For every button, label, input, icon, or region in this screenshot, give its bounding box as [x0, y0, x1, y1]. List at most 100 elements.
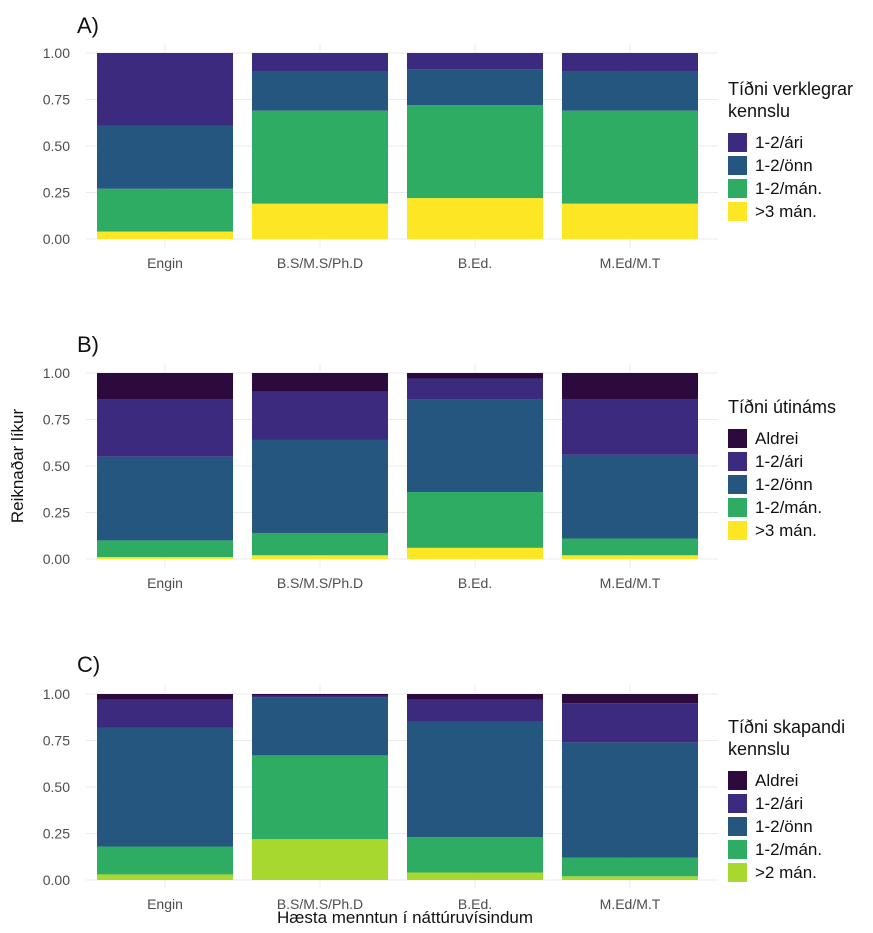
legend-label: >2 mán. [755, 863, 817, 882]
bar-segment: B.S/M.S/Ph.D – >3 mán.: 0.19 [252, 203, 388, 239]
bar-segment: B.Ed. – >3 mán.: 0.06 [407, 547, 543, 559]
bar-segment: Engin – 1-2/mán.: 0.23 [97, 188, 233, 232]
legend-swatch [728, 771, 747, 790]
y-tick-label: 0.50 [43, 458, 70, 474]
y-tick-label: 0.75 [43, 92, 70, 108]
legend-title: kennslu [728, 101, 790, 121]
bar-segment: B.Ed. – 1-2/ári: 0.11 [407, 378, 543, 400]
bar-segment: M.Ed/M.T – 1-2/mán.: 0.5 [562, 110, 698, 204]
legend-swatch [728, 429, 747, 448]
chart-panel: C) 0.00 0.25 0.50 0.75 1.00 Engin – >2 mán.: 0… [43, 652, 845, 912]
bar-segment: B.S/M.S/Ph.D – 1-2/ári: 0.26 [252, 391, 388, 440]
bar-segment: B.Ed. – 1-2/ári: 0.12 [407, 699, 543, 722]
bar-segment: B.Ed. – Aldrei: 0.03 [407, 694, 543, 700]
legend-label: 1-2/önn [755, 817, 813, 836]
legend-swatch [728, 133, 747, 152]
legend-swatch [728, 475, 747, 494]
bar-segment: B.S/M.S/Ph.D – 1-2/önn: 0.31 [252, 697, 388, 756]
legend-label: 1-2/önn [755, 156, 813, 175]
chart-panel: B) 0.00 0.25 0.50 0.75 1.00 Engin – >3 mán.: 0… [43, 332, 836, 591]
legend-label: 1-2/mán. [755, 498, 822, 517]
y-tick-label: 0.25 [43, 185, 70, 201]
legend-swatch [728, 817, 747, 836]
panel-label: B) [77, 332, 99, 357]
bar-segment: M.Ed/M.T – >3 mán.: 0.02 [562, 555, 698, 559]
y-tick-label: 0.75 [43, 412, 70, 428]
bar-segment: B.Ed. – 1-2/mán.: 0.5 [407, 105, 543, 199]
legend-label: >3 mán. [755, 521, 817, 540]
legend-title: Tíðni verklegrar [728, 79, 853, 99]
y-tick-label: 0.75 [43, 733, 70, 749]
bar-segment: B.Ed. – 1-2/mán.: 0.3 [407, 492, 543, 548]
legend-label: 1-2/ári [755, 452, 803, 471]
x-tick-label: M.Ed/M.T [600, 896, 661, 912]
bar-segment: Engin – 1-2/mán.: 0.15 [97, 846, 233, 875]
x-tick-label: B.S/M.S/Ph.D [277, 255, 363, 271]
bar-segment: Engin – >3 mán.: 0.01 [97, 557, 233, 559]
bar-segment: B.S/M.S/Ph.D – 1-2/mán.: 0.45 [252, 755, 388, 840]
x-tick-label: B.S/M.S/Ph.D [277, 896, 363, 912]
bar-segment: B.S/M.S/Ph.D – Aldrei: 0.1 [252, 373, 388, 392]
y-tick-label: 0.50 [43, 779, 70, 795]
x-tick-label: B.Ed. [458, 896, 492, 912]
y-tick-label: 0.50 [43, 138, 70, 154]
bar-segment: M.Ed/M.T – 1-2/önn: 0.21 [562, 71, 698, 111]
legend-swatch [728, 840, 747, 859]
bar-segment: B.S/M.S/Ph.D – >3 mán.: 0.02 [252, 555, 388, 559]
y-tick-label: 0.00 [43, 231, 70, 247]
y-tick-label: 0.25 [43, 505, 70, 521]
bar-segment: M.Ed/M.T – 1-2/mán.: 0.09 [562, 538, 698, 556]
y-tick-label: 1.00 [43, 686, 70, 702]
y-tick-label: 1.00 [43, 365, 70, 381]
legend-swatch [728, 521, 747, 540]
x-tick-label: Engin [147, 255, 183, 271]
bar-segment: B.Ed. – >3 mán.: 0.22 [407, 198, 543, 239]
bar-segment: M.Ed/M.T – >2 mán.: 0.02 [562, 876, 698, 880]
legend-title: Tíðni útináms [728, 397, 836, 417]
bar-segment: M.Ed/M.T – 1-2/ári: 0.1 [562, 53, 698, 72]
chart-panel: A) 0.00 0.25 0.50 0.75 1.00 Engin – >3 mán.: 0… [43, 13, 853, 271]
x-tick-label: M.Ed/M.T [600, 575, 661, 591]
bar-segment: M.Ed/M.T – 1-2/ári: 0.3 [562, 399, 698, 455]
bar-segment: Engin – 1-2/önn: 0.45 [97, 456, 233, 541]
x-axis-title: Hæsta menntun í náttúruvísindum [277, 908, 533, 927]
bar-segment: M.Ed/M.T – 1-2/ári: 0.21 [562, 703, 698, 743]
bar-segment: Engin – Aldrei: 0.03 [97, 694, 233, 700]
y-tick-label: 1.00 [43, 45, 70, 61]
bar-segment: B.S/M.S/Ph.D – 1-2/ári: 0.1 [252, 53, 388, 72]
bar-segment: M.Ed/M.T – Aldrei: 0.05 [562, 694, 698, 704]
y-tick-label: 0.00 [43, 551, 70, 567]
legend-title: Tíðni skapandi [728, 717, 845, 737]
x-tick-label: Engin [147, 575, 183, 591]
bar-segment: B.Ed. – 1-2/önn: 0.62 [407, 721, 543, 838]
legend-swatch [728, 156, 747, 175]
legend-swatch [728, 498, 747, 517]
bar-segment: B.Ed. – 1-2/önn: 0.19 [407, 69, 543, 106]
bar-segment: B.S/M.S/Ph.D – 1-2/mán.: 0.5 [252, 110, 388, 204]
bar-segment: B.S/M.S/Ph.D – Aldrei: 0.01 [252, 694, 388, 696]
legend-label: 1-2/önn [755, 475, 813, 494]
x-tick-label: B.Ed. [458, 255, 492, 271]
legend-label: 1-2/ári [755, 133, 803, 152]
legend-swatch [728, 179, 747, 198]
x-tick-label: B.S/M.S/Ph.D [277, 575, 363, 591]
bar-segment: M.Ed/M.T – Aldrei: 0.14 [562, 373, 698, 400]
bar-segment: Engin – >3 mán.: 0.04 [97, 231, 233, 239]
legend-swatch [728, 452, 747, 471]
y-tick-label: 0.25 [43, 826, 70, 842]
legend-label: 1-2/mán. [755, 840, 822, 859]
panel-label: A) [77, 13, 99, 38]
bar-segment: B.S/M.S/Ph.D – 1-2/önn: 0.21 [252, 71, 388, 111]
bar-segment: Engin – Aldrei: 0.14 [97, 373, 233, 400]
bar-segment: Engin – 1-2/önn: 0.34 [97, 125, 233, 189]
legend-swatch [728, 794, 747, 813]
bar-segment: Engin – >2 mán.: 0.03 [97, 874, 233, 880]
bar-segment: B.S/M.S/Ph.D – >2 mán.: 0.22 [252, 839, 388, 880]
x-tick-label: Engin [147, 896, 183, 912]
bar-segment: B.Ed. – 1-2/mán.: 0.19 [407, 837, 543, 873]
legend-swatch [728, 202, 747, 221]
bar-segment: M.Ed/M.T – 1-2/mán.: 0.1 [562, 857, 698, 877]
legend-label: 1-2/ári [755, 794, 803, 813]
bar-segment: M.Ed/M.T – >3 mán.: 0.19 [562, 203, 698, 239]
